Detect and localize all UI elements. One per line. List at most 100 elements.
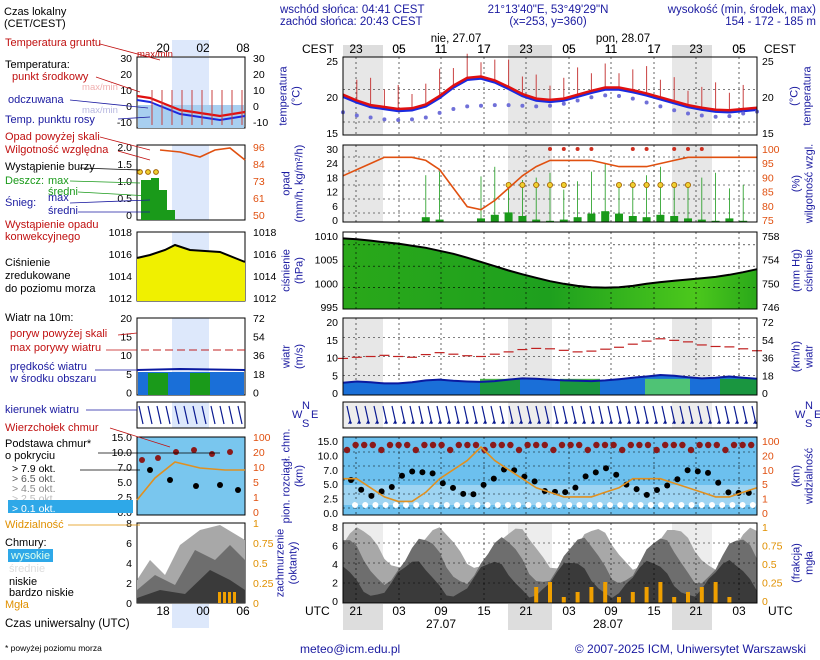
pressure-line <box>342 237 758 289</box>
legend-temp-maxmin: max/min <box>82 82 118 93</box>
night-band <box>508 402 552 428</box>
cloud-top-dot <box>739 441 746 449</box>
cloudh-left-tick: 5.0 <box>323 479 338 491</box>
cloud-base-dot <box>460 490 467 497</box>
legend-rh-tick: 96 <box>253 142 265 154</box>
elev-title: wysokość (min, środek, max) <box>667 4 816 16</box>
cloud-top-dot <box>464 441 471 449</box>
cloud-base-light <box>607 502 613 508</box>
wind-dir-head <box>627 420 631 424</box>
cloud-top-dot <box>524 441 531 449</box>
wind-line <box>342 373 758 385</box>
legend-rh-tick: 50 <box>253 210 265 222</box>
local-time-title: (CET/CEST) <box>4 18 66 30</box>
night-band-head <box>672 45 712 57</box>
precip-axis-label: opad <box>281 171 293 195</box>
legend-press-line <box>136 243 246 263</box>
cloud-base-light <box>443 502 450 508</box>
legend-temp-right-tick: -10 <box>253 117 268 129</box>
legend-precip-tick: 0 <box>126 210 132 222</box>
cloud-base-light <box>454 502 460 508</box>
utc-label-right: UTC <box>768 604 793 618</box>
legend-temp-right-tick: 10 <box>253 85 265 97</box>
legend-precip-tick: 1.0 <box>117 176 132 188</box>
day1-label: nie, 27.07 <box>431 33 482 45</box>
vis-right-tick: 5 <box>762 479 768 491</box>
contact-email[interactable]: meteo@icm.edu.pl <box>300 642 400 656</box>
cloud-base-light <box>658 502 664 508</box>
cloud-base-light <box>729 502 736 508</box>
press-mm-axis-label: ciśnienie <box>804 249 816 292</box>
legend-high-highlight <box>8 549 53 562</box>
cloud-base-dot <box>603 465 609 472</box>
fog-bar <box>630 592 635 603</box>
legend-local-hour: 02 <box>196 41 210 55</box>
cloud-base-dot <box>613 471 620 478</box>
press-mm-axis-label: (mm Hg) <box>791 249 803 292</box>
cloud-base-light <box>637 502 644 508</box>
cest-hour-over: 05 <box>732 42 746 56</box>
cloud-base-light <box>392 502 399 508</box>
legend-temp-left-tick: 0 <box>126 101 132 113</box>
cloud-layer <box>343 560 757 603</box>
cloud-base-dot <box>664 482 671 489</box>
legend-precip-bar <box>167 210 175 220</box>
press-right-tick: 754 <box>762 255 780 267</box>
temp-left-tick: 25 <box>326 56 338 68</box>
wind-dir-head <box>393 420 397 424</box>
cloud-base-dot <box>388 484 395 491</box>
wind-dir-head <box>438 420 442 424</box>
legend-okt: > 6.5 okt. <box>12 473 56 485</box>
panel-frame <box>342 436 758 516</box>
wind-right-tick: 18 <box>762 370 774 382</box>
cloud-top-dot <box>490 441 497 449</box>
compass-left: N <box>302 400 310 412</box>
legend-clouds: Chmury: <box>5 537 47 549</box>
cloud-base-dot <box>633 486 640 493</box>
legend-wind-band <box>190 373 210 395</box>
rh-right-tick: 90 <box>762 172 774 184</box>
cover-left-tick: 8 <box>332 522 338 534</box>
wind-dir-head <box>582 420 586 424</box>
cloud-base-dot <box>490 475 497 482</box>
fog-bar <box>672 597 677 603</box>
legend-cloud-right: 0 <box>253 507 259 519</box>
cest-hour: 05 <box>732 42 746 56</box>
wind-dir-head <box>699 420 703 424</box>
wind-left-tick: 20 <box>326 317 338 329</box>
legend-storm <box>145 169 151 175</box>
cloud-base-light <box>596 502 603 508</box>
press-left-tick: 995 <box>320 302 338 314</box>
cloud-top-dot <box>386 441 394 449</box>
legend-frame <box>136 144 246 221</box>
panel-frame <box>342 401 758 429</box>
legend-precip-tick: 1.5 <box>117 159 132 171</box>
utc-hour: 09 <box>434 604 448 618</box>
wind-dir-head <box>483 420 487 424</box>
legend-rh-tick: 73 <box>253 176 265 188</box>
cloud-top-dot <box>558 441 566 449</box>
cloud-base-light <box>362 502 369 508</box>
legend-connector <box>109 427 171 448</box>
legend-vis-line <box>136 461 245 501</box>
legend-temp-right-tick: 20 <box>253 69 265 81</box>
legend-wind-arrow <box>228 405 234 425</box>
legend-soil: Temperatura gruntu <box>5 37 101 49</box>
wind-speed-band <box>720 378 757 395</box>
cloud-base-dot <box>470 491 477 498</box>
cest-hour-over: 11 <box>435 42 448 56</box>
legend-cloud-top <box>173 449 179 455</box>
legend-cloud-top <box>155 455 161 461</box>
cloud-base-light <box>698 502 705 508</box>
cloud-base-dot <box>562 489 569 496</box>
legend-local-hour: 08 <box>236 41 250 55</box>
dewpoint-point <box>548 103 552 108</box>
copyright: © 2007-2025 ICM, Uniwersytet Warszawski <box>575 642 806 656</box>
night-band <box>343 145 383 222</box>
legend-snow: Śnieg: <box>5 196 36 209</box>
fog-right-tick: 0 <box>762 596 768 608</box>
dewpoint-point <box>630 96 635 101</box>
cloud-base-dot <box>378 488 385 495</box>
utc-hour: 09 <box>604 604 618 618</box>
vis-right-tick: 20 <box>762 450 774 462</box>
